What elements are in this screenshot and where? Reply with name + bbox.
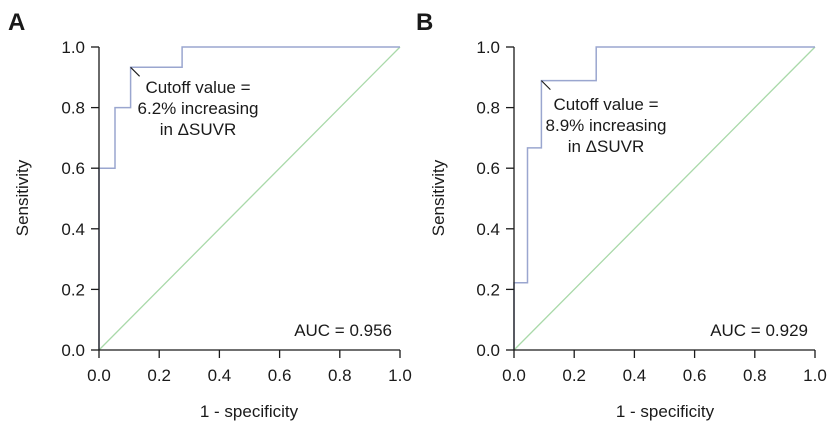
x-tick-label: 0.0 xyxy=(502,366,526,385)
auc-label: AUC = 0.929 xyxy=(710,321,808,340)
x-tick-label: 0.2 xyxy=(562,366,586,385)
cutoff-leader-line xyxy=(541,80,551,91)
cutoff-annotation: Cutoff value = 8.9% increasing in ΔSUVR xyxy=(546,95,667,156)
y-axis-title: Sensitivity xyxy=(13,159,32,236)
roc-panel-b: B Sensitivity 1 - specificity 0.0 0.2 0.4 0… xyxy=(416,9,827,421)
y-tick-label: 0.0 xyxy=(476,341,500,360)
panel-letter: B xyxy=(416,9,433,36)
y-tick-label: 0.2 xyxy=(61,280,85,299)
x-tick-label: 1.0 xyxy=(388,366,412,385)
x-tick-label: 0.4 xyxy=(623,366,647,385)
y-tick-label: 0.4 xyxy=(476,220,500,239)
y-tick-label: 0.0 xyxy=(61,341,85,360)
x-axis-title: 1 - specificity xyxy=(616,402,715,421)
diagonal-reference-line xyxy=(513,46,816,351)
cutoff-annotation-line: in ΔSUVR xyxy=(568,137,645,156)
x-tick-label: 0.8 xyxy=(743,366,767,385)
x-tick-label: 0.2 xyxy=(147,366,171,385)
cutoff-annotation-line: 8.9% increasing xyxy=(546,116,667,135)
cutoff-leader-line xyxy=(130,66,140,77)
y-tick-label: 0.8 xyxy=(61,99,85,118)
plot-area: 0.0 0.2 0.4 0.6 0.8 1.0 0.0 0.2 0.4 0.6 0.8 1.0 Cuto… xyxy=(61,38,411,385)
diagonal-reference-line xyxy=(98,46,401,351)
plot-area: 0.0 0.2 0.4 0.6 0.8 1.0 0.0 0.2 0.4 0.6 0.8 1.0 Cuto… xyxy=(476,38,826,385)
y-tick-label: 1.0 xyxy=(476,38,500,57)
y-tick-label: 0.6 xyxy=(476,159,500,178)
cutoff-annotation-line: Cutoff value = xyxy=(145,78,250,97)
y-tick-label: 0.4 xyxy=(61,220,85,239)
x-tick-label: 0.6 xyxy=(683,366,707,385)
y-tick-label: 1.0 xyxy=(61,38,85,57)
auc-label: AUC = 0.956 xyxy=(294,321,392,340)
panel-letter: A xyxy=(8,9,25,36)
cutoff-annotation-line: 6.2% increasing xyxy=(138,99,259,118)
x-tick-label: 0.0 xyxy=(87,366,111,385)
roc-panel-a: A Sensitivity 1 - specificity 0.0 0.2 0.4 0… xyxy=(8,9,412,421)
y-axis-title: Sensitivity xyxy=(429,159,448,236)
y-tick-label: 0.2 xyxy=(476,280,500,299)
roc-curve xyxy=(513,46,815,350)
x-tick-label: 0.4 xyxy=(208,366,232,385)
x-tick-label: 0.8 xyxy=(328,366,352,385)
x-tick-label: 0.6 xyxy=(268,366,292,385)
x-tick-label: 1.0 xyxy=(803,366,827,385)
cutoff-annotation: Cutoff value = 6.2% increasing in ΔSUVR xyxy=(138,78,259,139)
y-tick-label: 0.6 xyxy=(61,159,85,178)
cutoff-annotation-line: in ΔSUVR xyxy=(160,120,237,139)
y-tick-label: 0.8 xyxy=(476,99,500,118)
cutoff-annotation-line: Cutoff value = xyxy=(553,95,658,114)
roc-curve xyxy=(98,46,400,350)
x-axis-title: 1 - specificity xyxy=(200,402,299,421)
